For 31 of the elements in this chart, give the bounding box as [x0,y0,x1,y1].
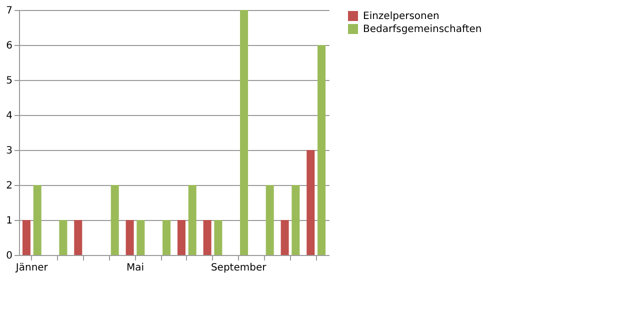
y-tick-label: 2 [6,180,12,192]
bar [214,220,222,255]
bar [318,45,326,255]
x-tick-label: September [210,262,268,274]
bar [280,220,289,255]
bar [240,10,248,255]
bar [162,220,171,255]
bar [177,220,186,255]
bar [136,220,145,255]
y-tick-label: 3 [6,146,12,156]
bar [203,220,212,255]
y-tick-label: 4 [6,110,12,122]
y-tick-label: 6 [6,40,12,52]
bar [59,220,68,255]
bar [110,185,119,255]
bar [126,220,134,255]
bar [306,150,315,255]
x-tick-label: Jänner [14,262,49,274]
bar [33,185,42,255]
y-tick-label: 1 [6,216,12,226]
y-tick-label: 0 [6,250,12,262]
y-tick-label: 7 [6,6,12,16]
bar [292,185,300,255]
legend-label: Bedarfsgemeinschaften [363,24,482,35]
bar [188,185,196,255]
legend-label: Einzelpersonen [363,11,440,22]
x-tick-label: Mai [126,262,144,274]
bar [266,185,274,255]
bar [74,220,82,255]
y-tick-label: 5 [6,76,12,86]
bar [22,220,30,255]
